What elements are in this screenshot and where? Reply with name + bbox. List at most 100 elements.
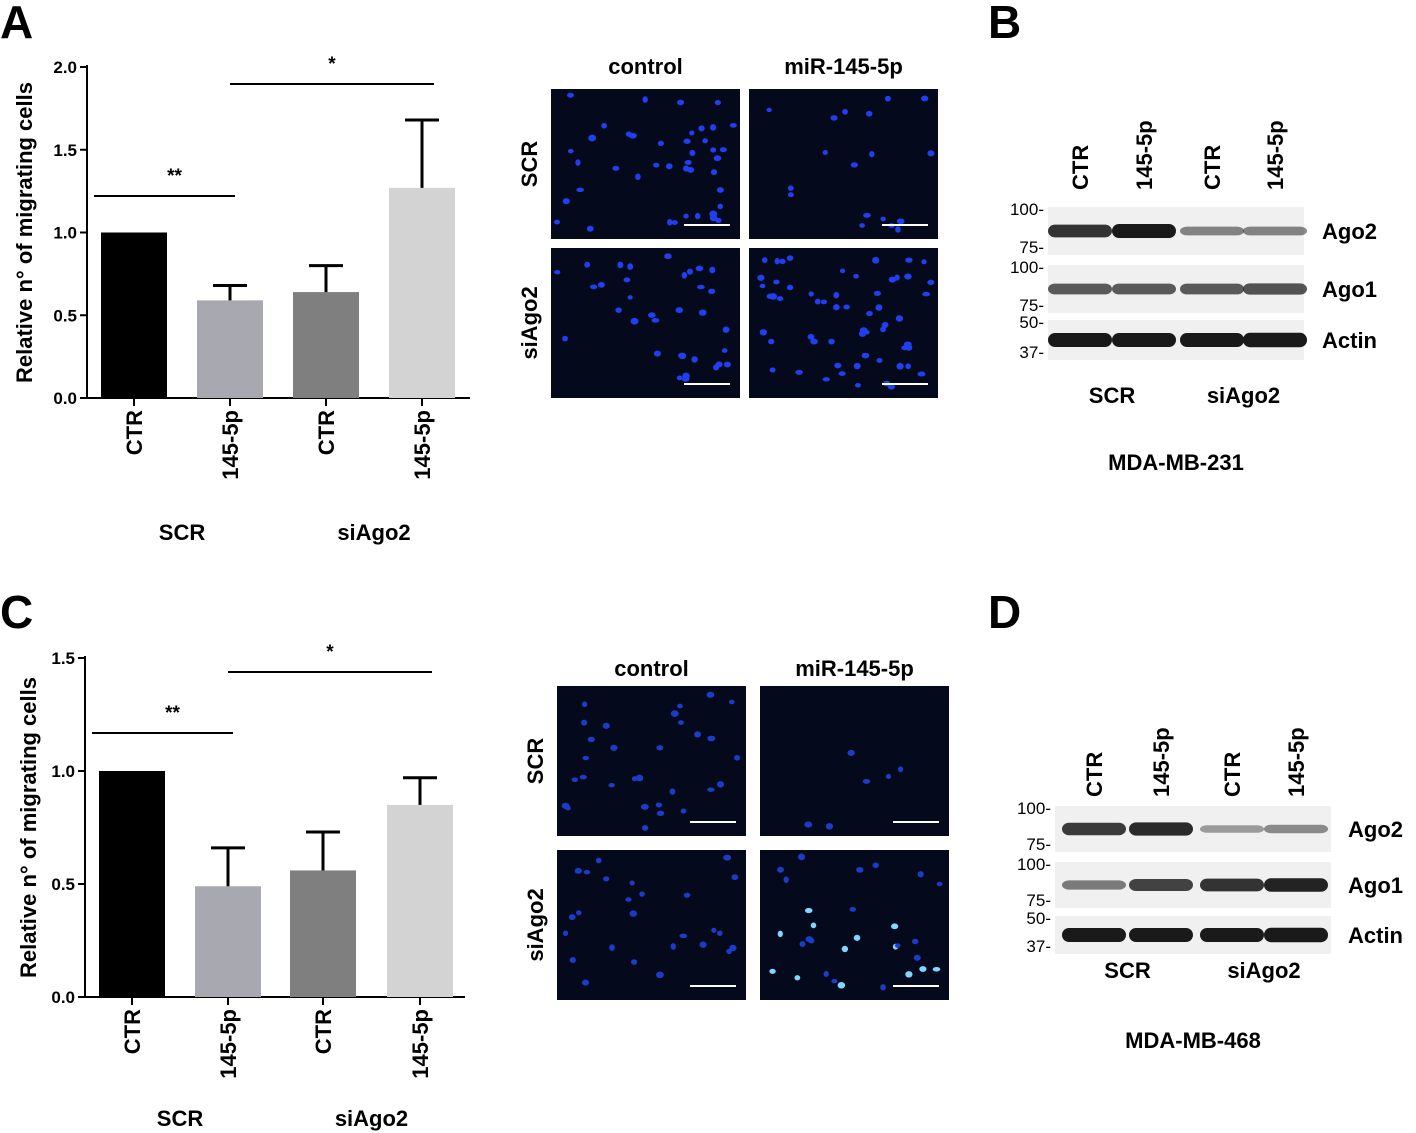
cell-nucleus xyxy=(655,802,663,808)
cell-nucleus xyxy=(843,304,850,310)
cell-nucleus xyxy=(833,304,840,311)
cell-nucleus xyxy=(795,369,803,375)
cell-nucleus xyxy=(656,971,664,979)
western-blot-d: CTR 145-5p CTR 145-5p100-75-Ago2100-75-Ago1… xyxy=(1017,727,1403,1053)
protein-band xyxy=(1048,224,1112,238)
cell-nucleus xyxy=(891,923,899,930)
y-tick-label: 1.0 xyxy=(53,224,77,243)
cell-nucleus xyxy=(723,361,731,368)
cell-nucleus xyxy=(677,720,684,725)
cell-nucleus xyxy=(729,122,737,128)
cell-nucleus xyxy=(582,755,590,761)
cell-nucleus xyxy=(804,907,813,914)
micrograph-background xyxy=(760,850,949,1000)
cell-nucleus xyxy=(734,754,741,761)
protein-label: Ago2 xyxy=(1322,219,1377,244)
x-tick-label: CTR xyxy=(314,410,339,455)
cell-nucleus xyxy=(677,703,683,709)
significance-label: ** xyxy=(165,703,180,724)
cell-nucleus xyxy=(919,966,927,972)
cell-nucleus xyxy=(810,922,817,929)
cell-nucleus xyxy=(576,187,584,193)
cell-nucleus xyxy=(895,315,904,322)
cell-nucleus xyxy=(894,943,901,948)
mw-marker: 50- xyxy=(1019,313,1044,332)
cell-nucleus xyxy=(625,897,632,902)
bar xyxy=(101,232,167,398)
cell-nucleus xyxy=(642,96,648,103)
cell-nucleus xyxy=(687,166,695,173)
lane-label: 145-5p xyxy=(1263,120,1288,190)
chart-c: Relative n° of migrating cells 0.0 0.5 1.0 1… xyxy=(16,642,465,1131)
cell-nucleus xyxy=(797,853,806,861)
cell-nucleus xyxy=(635,774,644,782)
group-label: SCR xyxy=(1089,383,1136,408)
cell-nucleus xyxy=(574,867,582,874)
mw-marker: 75- xyxy=(1019,296,1044,315)
cell-nucleus xyxy=(562,198,570,205)
protein-band xyxy=(1180,333,1244,347)
cell-nucleus xyxy=(917,871,924,878)
cell-nucleus xyxy=(581,719,588,726)
cell-nucleus xyxy=(689,149,696,156)
cell-nucleus xyxy=(841,945,849,953)
protein-label: Actin xyxy=(1322,328,1377,353)
group-label: SCR xyxy=(1104,958,1151,983)
cell-nucleus xyxy=(710,169,718,176)
cell-nucleus xyxy=(723,854,732,861)
micrograph-tile xyxy=(760,686,949,836)
protein-band xyxy=(1112,333,1176,347)
cell-nucleus xyxy=(895,226,901,233)
cell-nucleus xyxy=(656,745,664,751)
cell-nucleus xyxy=(679,933,688,939)
micrograph-row-label: SCR xyxy=(523,738,548,785)
lane-label: 145-5p xyxy=(1284,727,1309,797)
cell-nucleus xyxy=(581,979,590,986)
cell-nucleus xyxy=(786,284,794,291)
cell-nucleus xyxy=(554,219,561,225)
cell-nucleus xyxy=(794,975,801,981)
micrograph-grid-c: control miR-145-5p SCR siAgo2 xyxy=(523,656,949,1000)
cell-nucleus xyxy=(901,345,909,351)
cell-nucleus xyxy=(921,95,929,102)
cell-nucleus xyxy=(822,149,828,155)
cell-nucleus xyxy=(828,338,835,345)
cell-nucleus xyxy=(630,959,638,965)
protein-label: Ago1 xyxy=(1348,873,1403,898)
cell-nucleus xyxy=(872,862,879,869)
protein-band xyxy=(1180,283,1244,295)
cell-nucleus xyxy=(729,944,737,952)
cell-nucleus xyxy=(684,160,692,166)
micrograph-tile xyxy=(551,248,740,398)
y-tick-label: 2.0 xyxy=(53,58,77,77)
cell-nucleus xyxy=(880,326,886,333)
cell-nucleus xyxy=(759,329,768,336)
cell-nucleus xyxy=(807,937,815,944)
cell-nucleus xyxy=(856,867,864,873)
cell-line-label: MDA-MB-231 xyxy=(1108,450,1244,475)
cell-nucleus xyxy=(567,148,574,154)
cell-nucleus xyxy=(897,766,904,773)
cell-nucleus xyxy=(777,930,783,938)
protein-band xyxy=(1200,825,1264,833)
cell-nucleus xyxy=(825,822,834,830)
cell-nucleus xyxy=(710,147,717,153)
cell-nucleus xyxy=(698,125,705,132)
cell-nucleus xyxy=(602,722,610,729)
protein-band xyxy=(1200,928,1264,942)
cell-nucleus xyxy=(617,261,624,269)
cell-nucleus xyxy=(561,802,570,809)
cell-nucleus xyxy=(566,92,574,98)
cell-nucleus xyxy=(766,293,774,299)
cell-nucleus xyxy=(648,312,656,319)
cell-nucleus xyxy=(896,218,905,225)
cell-nucleus xyxy=(675,307,683,314)
cell-nucleus xyxy=(808,291,814,297)
cell-nucleus xyxy=(875,304,883,311)
cell-nucleus xyxy=(887,383,895,390)
cell-nucleus xyxy=(581,701,588,708)
protein-band xyxy=(1129,928,1193,942)
cell-nucleus xyxy=(831,978,838,984)
cell-nucleus xyxy=(823,971,829,978)
